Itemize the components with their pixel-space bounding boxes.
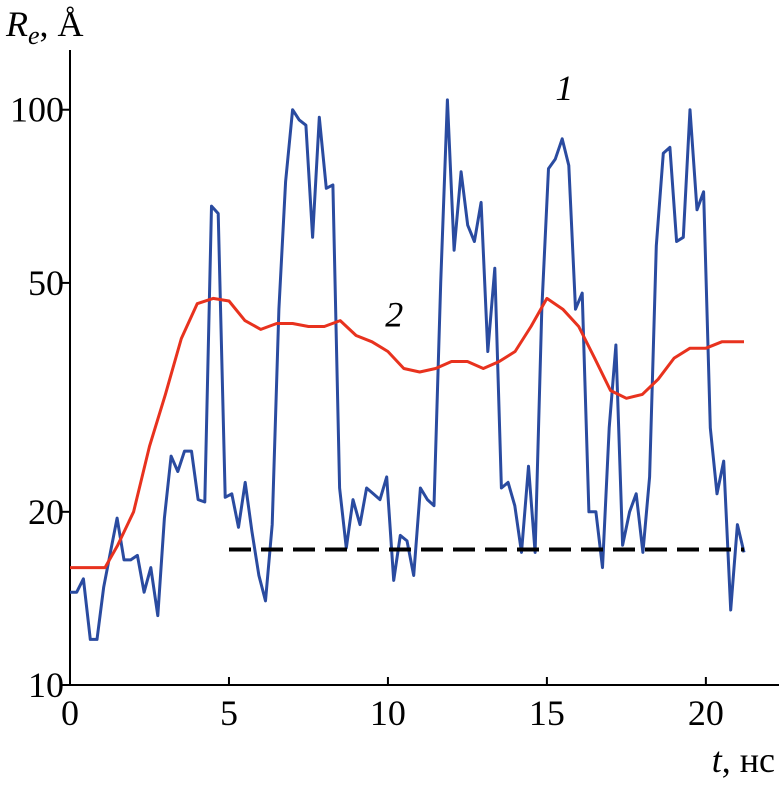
x-tick-label: 10 (370, 693, 406, 733)
x-axis-label: t, нс (712, 740, 775, 780)
annotation: 2 (385, 294, 403, 334)
y-tick-label: 50 (28, 263, 64, 303)
series-line (70, 296, 744, 570)
y-tick-label: 20 (28, 492, 64, 532)
x-tick-label: 5 (220, 693, 238, 733)
x-label-unit: , нс (722, 740, 775, 780)
series-line (70, 98, 746, 641)
x-tick-label: 20 (688, 693, 724, 733)
y-tick-label: 10 (28, 665, 64, 705)
x-tick-label: 15 (529, 693, 565, 733)
y-label-symbol: R (5, 4, 28, 44)
y-label-subscript: e (28, 21, 40, 50)
y-axis-label: Re, Å (5, 4, 84, 50)
annotation: 1 (555, 68, 573, 108)
x-label-symbol: t (712, 740, 723, 780)
y-tick-label: 100 (10, 90, 64, 130)
x-tick-label: 0 (61, 693, 79, 733)
y-label-unit: , Å (40, 4, 84, 44)
